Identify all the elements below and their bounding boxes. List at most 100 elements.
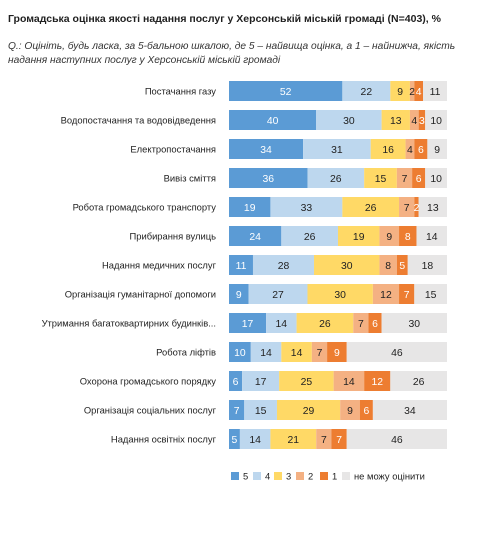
bar-segment bbox=[270, 429, 317, 449]
bar-segment bbox=[416, 226, 447, 246]
data-label: 30 bbox=[334, 290, 346, 301]
bar-segment bbox=[409, 110, 419, 130]
data-label: 7 bbox=[317, 348, 323, 359]
data-label: 2 bbox=[409, 87, 415, 98]
bar-segment bbox=[372, 400, 447, 420]
data-label: 7 bbox=[234, 406, 240, 417]
category-label: Організація гуманітарної допомоги bbox=[65, 289, 216, 300]
bar-segment bbox=[276, 400, 341, 420]
data-label: 26 bbox=[365, 203, 377, 214]
data-label: 46 bbox=[391, 435, 403, 446]
data-label: 14 bbox=[249, 435, 261, 446]
bar-segment bbox=[425, 168, 447, 188]
data-label: 27 bbox=[272, 290, 284, 301]
data-label: 13 bbox=[390, 116, 402, 127]
data-label: 7 bbox=[358, 319, 364, 330]
data-label: 6 bbox=[363, 406, 369, 417]
data-label: 14 bbox=[291, 348, 303, 359]
data-label: 46 bbox=[391, 348, 403, 359]
data-label: 9 bbox=[386, 232, 392, 243]
bar-segment bbox=[399, 284, 415, 304]
bar-segment bbox=[370, 139, 406, 159]
bar-segment bbox=[346, 429, 447, 449]
bar-segment bbox=[414, 81, 424, 101]
bar-segment bbox=[407, 255, 447, 275]
category-label: Прибирання вулиць bbox=[130, 231, 217, 242]
data-label: 9 bbox=[334, 348, 340, 359]
bar-segment bbox=[390, 81, 410, 101]
data-label: 10 bbox=[430, 174, 442, 185]
category-label: Утримання багатоквартирних будинків... bbox=[42, 318, 216, 329]
data-label: 8 bbox=[405, 232, 411, 243]
bar-segment bbox=[252, 255, 315, 275]
bar-segment bbox=[364, 371, 391, 391]
data-label: 9 bbox=[434, 145, 440, 156]
data-label: 7 bbox=[336, 435, 342, 446]
data-label: 14 bbox=[343, 377, 355, 388]
bar-segment bbox=[418, 197, 447, 217]
bar-segment bbox=[396, 255, 408, 275]
legend: 5 4 3 2 1 не можу оцінити bbox=[231, 471, 425, 482]
category-label: Вивіз сміття bbox=[164, 173, 216, 184]
bar-segment bbox=[399, 226, 417, 246]
bar-segment bbox=[229, 110, 317, 130]
legend-label: 2 bbox=[308, 471, 313, 482]
data-label: 11 bbox=[430, 87, 441, 98]
data-label: 16 bbox=[382, 145, 394, 156]
bar-segment bbox=[353, 313, 369, 333]
data-label: 9 bbox=[347, 406, 353, 417]
bar-segment bbox=[229, 255, 253, 275]
bar-segment bbox=[229, 313, 267, 333]
category-label: Робота ліфтів bbox=[156, 347, 216, 358]
data-label: 21 bbox=[288, 435, 300, 446]
bar-segment bbox=[342, 81, 391, 101]
bar-segment bbox=[427, 139, 447, 159]
data-label: 17 bbox=[255, 377, 267, 388]
bar-segment bbox=[396, 168, 413, 188]
data-label: 26 bbox=[413, 377, 425, 388]
data-label: 7 bbox=[404, 203, 410, 214]
data-label: 15 bbox=[255, 406, 267, 417]
bar-segment bbox=[340, 400, 360, 420]
bar-segment bbox=[359, 400, 373, 420]
category-label: Організація соціальних послуг bbox=[84, 405, 217, 416]
data-label: 33 bbox=[301, 203, 313, 214]
data-label: 26 bbox=[330, 174, 342, 185]
data-label: 9 bbox=[397, 87, 403, 98]
category-label: Охорона громадського порядку bbox=[80, 376, 217, 387]
data-label: 3 bbox=[419, 116, 425, 127]
legend-swatch bbox=[231, 472, 239, 480]
data-label: 10 bbox=[430, 116, 442, 127]
bar-segment bbox=[250, 342, 282, 362]
data-label: 18 bbox=[422, 261, 434, 272]
data-label: 31 bbox=[331, 145, 343, 156]
bar-segment bbox=[414, 139, 428, 159]
legend-label: не можу оцінити bbox=[354, 471, 425, 482]
data-label: 14 bbox=[260, 348, 272, 359]
bar-segment bbox=[412, 168, 426, 188]
bar-segment bbox=[414, 197, 419, 217]
data-label: 30 bbox=[343, 116, 355, 127]
data-label: 28 bbox=[278, 261, 290, 272]
data-label: 36 bbox=[262, 174, 274, 185]
data-label: 15 bbox=[425, 290, 437, 301]
bar-segment bbox=[307, 168, 365, 188]
bar-segment bbox=[296, 313, 354, 333]
data-label: 6 bbox=[233, 377, 239, 388]
data-label: 26 bbox=[319, 319, 331, 330]
data-label: 19 bbox=[353, 232, 365, 243]
data-label: 9 bbox=[236, 290, 242, 301]
data-label: 34 bbox=[404, 406, 416, 417]
data-label: 4 bbox=[416, 87, 422, 98]
bar-segment bbox=[248, 284, 308, 304]
bar-segment bbox=[333, 371, 365, 391]
bar-segment bbox=[281, 226, 338, 246]
bar-segment bbox=[381, 313, 447, 333]
bar-segment bbox=[381, 110, 410, 130]
data-label: 25 bbox=[301, 377, 313, 388]
legend-swatch bbox=[253, 472, 261, 480]
legend-swatch bbox=[274, 472, 282, 480]
chart-subtitle: Q.: Оцініть, будь ласка, за 5-бальною шк… bbox=[8, 41, 456, 66]
